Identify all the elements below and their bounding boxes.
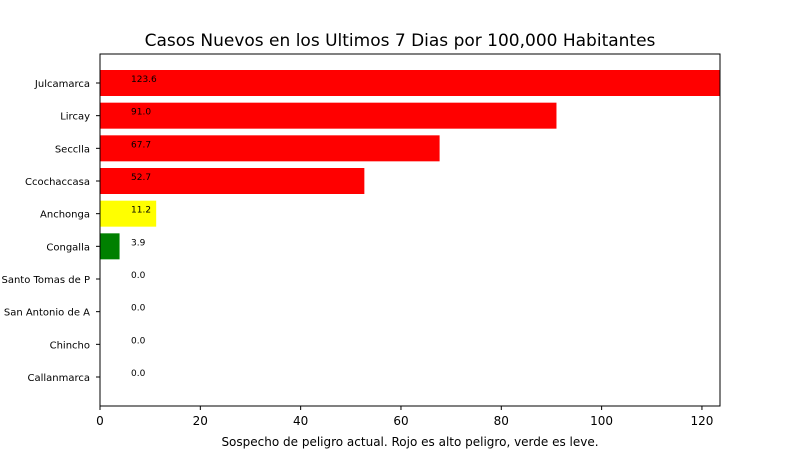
y-tick-label-9: Callanmarca (27, 373, 90, 384)
data-label-9: 0.0 (131, 369, 146, 379)
x-tick-label-4: 80 (494, 414, 509, 428)
y-tick-label-2: Secclla (55, 144, 90, 155)
x-tick-label-0: 0 (96, 414, 104, 428)
data-label-3: 52.7 (131, 173, 151, 183)
bar-0 (100, 70, 720, 96)
bar-5 (100, 233, 120, 260)
bars-group (100, 70, 720, 260)
x-tick-label-1: 20 (193, 414, 208, 428)
y-tick-label-6: Santo Tomas de P (1, 275, 90, 286)
y-tick-label-1: Lircay (60, 112, 90, 123)
data-label-7: 0.0 (131, 304, 146, 314)
y-tick-label-4: Anchonga (40, 210, 90, 221)
x-axis-ticks: 0 20 40 60 80 100 120 (96, 406, 713, 428)
y-tick-label-8: Chincho (50, 340, 90, 351)
y-tick-label-7: San Antonio de A (4, 308, 90, 319)
y-tick-label-5: Congalla (46, 242, 90, 253)
y-tick-label-0: Julcamarca (34, 79, 90, 90)
data-labels-group: 123.6 91.0 67.7 52.7 11.2 3.9 0.0 0.0 0.0 0.0 (131, 75, 157, 379)
x-axis-label: Sospecho de peligro actual. Rojo es alto… (221, 435, 598, 449)
data-label-4: 11.2 (131, 206, 151, 216)
data-label-0: 123.6 (131, 75, 157, 85)
plot-frame (99, 53, 721, 407)
bar-3 (100, 168, 365, 194)
y-axis-ticks: Julcamarca Lircay Secclla Ccochaccasa Anchon… (1, 79, 100, 384)
x-tick-label-3: 60 (393, 414, 408, 428)
x-tick-label-5: 100 (590, 414, 613, 428)
bar-2 (100, 135, 440, 162)
data-label-2: 67.7 (131, 140, 151, 150)
x-tick-label-6: 120 (690, 414, 713, 428)
data-label-1: 91.0 (131, 108, 151, 118)
bar-1 (100, 102, 557, 129)
bar-4 (100, 200, 157, 227)
chart-title: Casos Nuevos en los Ultimos 7 Dias por 1… (145, 31, 656, 51)
data-label-6: 0.0 (131, 271, 146, 281)
x-tick-label-2: 40 (293, 414, 308, 428)
data-label-8: 0.0 (131, 336, 146, 346)
y-tick-label-3: Ccochaccasa (25, 177, 90, 188)
data-label-5: 3.9 (131, 238, 146, 248)
